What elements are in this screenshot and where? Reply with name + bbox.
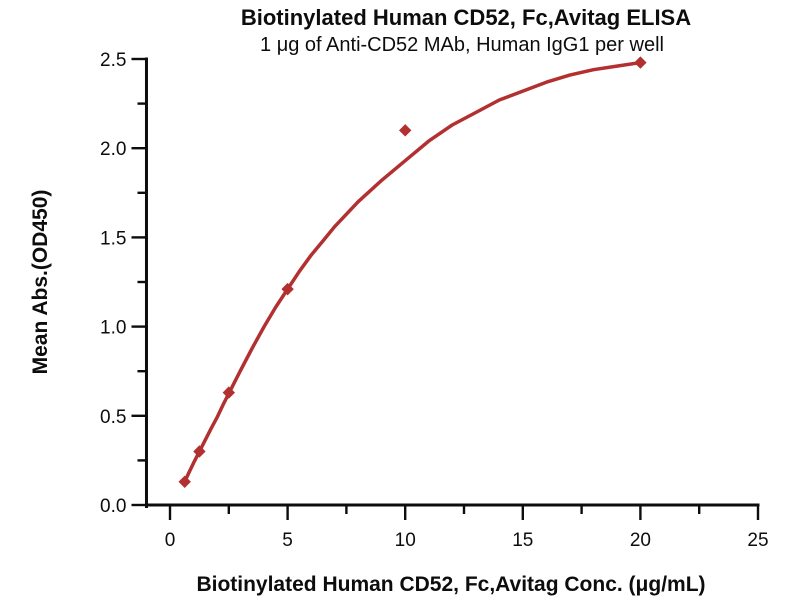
y-tick-label: 2.0 [100, 139, 126, 160]
fit-curve-line [182, 60, 643, 484]
x-tick-label: 25 [747, 530, 768, 551]
y-tick-label: 1.0 [100, 318, 126, 339]
y-tick-label: 0.5 [100, 407, 126, 428]
data-point-marker [281, 282, 294, 296]
plot-area: 0 5 10 15 20 25 0.0 0.5 1.0 1.5 2.0 2.5 [100, 50, 769, 551]
x-tick-label: 5 [282, 530, 293, 551]
data-point-marker [634, 56, 647, 69]
x-axis-label: Biotinylated Human CD52, Fc,Avitag Conc.… [196, 573, 705, 596]
data-point-marker [193, 445, 206, 458]
y-tick-label: 0.0 [100, 496, 126, 517]
data-point-marker [178, 475, 191, 489]
x-tick-label: 0 [165, 530, 176, 551]
chart-subtitle: 1 μg of Anti-CD52 MAb, Human IgG1 per we… [260, 34, 664, 56]
x-tick-label: 10 [395, 530, 416, 551]
chart-title: Biotinylated Human CD52, Fc,Avitag ELISA [241, 5, 691, 30]
y-tick-label: 1.5 [100, 228, 126, 249]
x-tick-label: 15 [512, 530, 533, 551]
y-tick-label: 2.5 [100, 50, 126, 71]
data-point-marker [399, 124, 412, 137]
data-point-marker [222, 386, 235, 399]
y-axis-label: Mean Abs.(OD450) [29, 190, 52, 375]
x-tick-label: 20 [630, 530, 651, 551]
